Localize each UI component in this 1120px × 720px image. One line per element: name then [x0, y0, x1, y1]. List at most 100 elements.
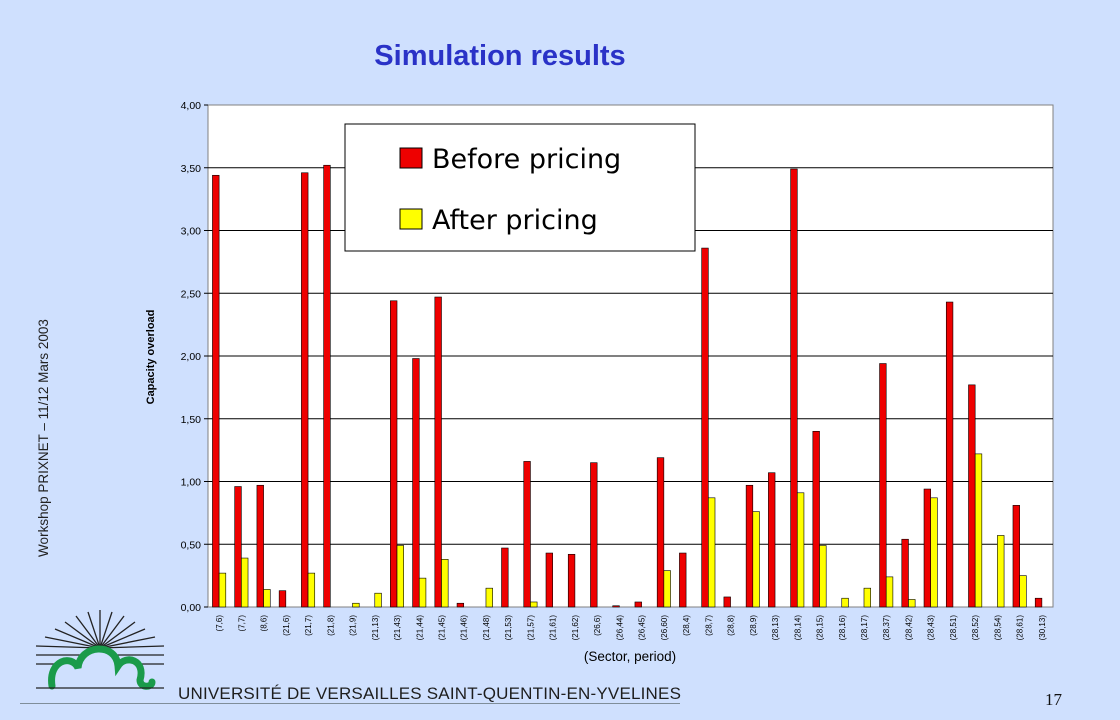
bar-before	[923, 488, 931, 608]
bar-before	[945, 301, 954, 608]
legend-box	[344, 123, 696, 252]
x-tick-label: (21,62)	[571, 615, 580, 641]
bar-before	[590, 462, 598, 608]
x-tick-label: (26,6)	[593, 615, 602, 636]
x-tick-label: (28,8)	[727, 615, 736, 636]
bar-before	[612, 605, 620, 608]
y-tick-label: 1,50	[181, 414, 202, 426]
y-tick-label: 0,00	[181, 602, 202, 614]
bar-after	[863, 587, 871, 608]
bar-before	[701, 247, 709, 608]
y-tick-label: 3,50	[181, 163, 202, 175]
bar-before	[501, 547, 509, 608]
slide-title: Simulation results	[374, 40, 626, 72]
y-tick-label: 4,00	[181, 100, 202, 112]
x-tick-label: (28,7)	[704, 615, 713, 636]
x-tick-label: (21,53)	[504, 615, 513, 641]
workshop-side-text: Workshop PRIXNET – 11/12 Mars 2003	[36, 319, 51, 557]
y-tick-label: 2,00	[181, 351, 202, 363]
bar-before	[278, 590, 287, 608]
bar-before	[656, 457, 665, 608]
bar-before	[545, 552, 553, 608]
y-axis-title: Capacity overload	[145, 310, 157, 405]
legend-swatch-after	[399, 208, 423, 230]
bar-before	[812, 430, 820, 608]
x-tick-label: (21,43)	[393, 615, 402, 641]
bar-after	[1019, 575, 1027, 608]
page-number: 17	[1045, 690, 1062, 709]
x-tick-label: (28,54)	[993, 615, 1002, 641]
sun-over-hills-logo-icon	[35, 610, 165, 690]
x-tick-label: (26,45)	[638, 615, 647, 641]
bar-before	[1034, 597, 1043, 608]
bar-after	[396, 545, 404, 608]
bar-before	[256, 484, 264, 608]
bar-before	[212, 174, 220, 608]
y-axis: 0,00 0,50 1,00 1,50 2,00 2,50 3,00 3,50 4,00	[181, 100, 208, 614]
x-tick-label: (28,9)	[749, 615, 758, 636]
bar-after	[663, 570, 671, 608]
bar-before	[523, 461, 531, 608]
x-tick-label: (26,60)	[660, 615, 669, 641]
x-tick-label: (28,61)	[1016, 615, 1025, 641]
x-tick-label: (28,16)	[838, 615, 847, 641]
x-tick-label: (21,46)	[460, 615, 469, 641]
bar-after	[819, 545, 827, 608]
bar-before	[234, 486, 242, 608]
bar-before	[745, 484, 754, 608]
x-tick-label: (21,8)	[326, 615, 335, 636]
x-tick-label: (21,6)	[282, 615, 291, 636]
bar-after	[930, 497, 938, 608]
bar-after	[530, 601, 538, 608]
bar-after	[241, 557, 249, 608]
bar-before	[434, 296, 442, 608]
x-tick-label: (28,15)	[816, 615, 825, 641]
bar-after	[908, 599, 916, 608]
bar-after	[218, 572, 227, 608]
bar-after	[997, 535, 1005, 608]
x-axis-title: (Sector, period)	[584, 649, 676, 664]
x-tick-label: (28,4)	[682, 615, 691, 636]
bar-after	[885, 576, 894, 608]
bar-before	[879, 363, 887, 608]
bar-after	[263, 589, 271, 608]
x-tick-label: (21,45)	[437, 615, 446, 641]
x-tick-label: (21,44)	[415, 615, 424, 641]
bar-before	[768, 472, 776, 608]
bar-before	[901, 538, 909, 608]
bar-before	[723, 596, 731, 608]
bar-before	[567, 553, 576, 608]
y-tick-label: 0,50	[181, 539, 202, 551]
legend-label-after: After pricing	[432, 205, 598, 236]
bar-after	[708, 497, 716, 608]
x-tick-label: (8,6)	[260, 615, 269, 632]
bar-before	[390, 300, 398, 608]
bar-before	[412, 358, 420, 608]
legend-swatch-before	[399, 147, 423, 169]
x-tick-label: (21,13)	[371, 615, 380, 641]
bar-before	[679, 552, 687, 608]
x-tick-label: (7,6)	[215, 615, 224, 632]
bar-after	[974, 453, 983, 608]
x-tick-label: (28,51)	[949, 615, 958, 641]
bar-after	[418, 577, 427, 608]
x-tick-label: (26,44)	[615, 615, 624, 641]
y-tick-label: 2,50	[181, 288, 202, 300]
x-tick-label: (28,37)	[882, 615, 891, 641]
bar-after	[485, 587, 493, 608]
bar-before	[968, 384, 976, 608]
x-tick-label: (28,43)	[927, 615, 936, 641]
x-tick-label: (21,61)	[549, 615, 558, 641]
y-tick-label: 3,00	[181, 226, 202, 238]
legend: Before pricing After pricing	[344, 123, 696, 252]
x-tick-label: (21,7)	[304, 615, 313, 636]
y-tick-label: 1,00	[181, 477, 202, 489]
x-tick-label: (28,42)	[904, 615, 913, 641]
bar-after	[374, 592, 382, 608]
bar-before	[790, 168, 798, 608]
x-tick-label: (28,14)	[793, 615, 802, 641]
x-tick-label: (28,52)	[971, 615, 980, 641]
bar-after	[307, 572, 316, 608]
x-axis-categories: (7,6) (7,7) (8,6) (21,6) (21,7) (21,8) (21,9) (…	[215, 615, 1047, 641]
bar-after	[441, 559, 449, 608]
